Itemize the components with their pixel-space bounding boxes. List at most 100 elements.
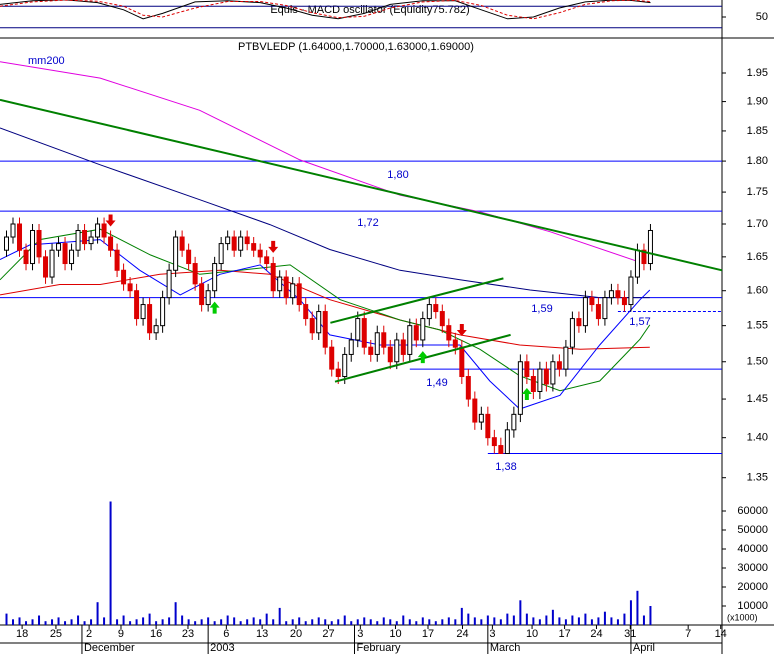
- candle-body: [387, 346, 393, 363]
- candle-body: [615, 290, 621, 299]
- candle-body: [166, 269, 172, 299]
- level-label: 1,80: [387, 169, 408, 181]
- y-tick-label: 1.60: [747, 285, 768, 297]
- candle-body: [186, 249, 192, 265]
- candle-body: [439, 311, 445, 327]
- x-tick-label: 23: [182, 628, 194, 640]
- candle-body: [504, 429, 510, 455]
- volume-bar: [441, 619, 444, 625]
- candle-body: [225, 236, 231, 245]
- x-tick-label: 14: [715, 628, 727, 640]
- volume-bar: [324, 619, 327, 625]
- volume-bar: [116, 619, 119, 625]
- volume-bar: [168, 617, 171, 625]
- candle-body: [264, 256, 270, 265]
- candle-body: [452, 339, 458, 348]
- x-tick-label: 13: [256, 628, 268, 640]
- candle-body: [608, 290, 614, 299]
- chart-title: PTBVLEDP (1.64000,1.70000,1.63000,1.6900…: [238, 41, 474, 53]
- candle-body: [192, 263, 198, 285]
- candle-body: [621, 297, 627, 306]
- line-series: [0, 127, 650, 299]
- volume-bar: [51, 619, 54, 625]
- x-tick-label: 3: [357, 628, 363, 640]
- volume-bar: [70, 619, 73, 625]
- candle-body: [173, 236, 179, 271]
- volume-bar: [467, 613, 470, 625]
- candle-body: [400, 339, 406, 355]
- candle-body: [231, 236, 237, 251]
- candle-body: [277, 276, 283, 292]
- volume-bar: [532, 617, 535, 625]
- volume-bar: [649, 606, 652, 625]
- candle-body: [238, 236, 244, 251]
- y-tick-label: 30000: [737, 562, 768, 574]
- candle-body: [628, 276, 634, 306]
- volume-bar: [278, 607, 281, 625]
- candle-body: [530, 376, 536, 392]
- candle-body: [140, 304, 146, 320]
- candle-body: [270, 263, 276, 292]
- level-label: 1,49: [426, 377, 447, 389]
- volume-bar: [226, 615, 229, 625]
- volume-bar: [18, 617, 21, 625]
- volume-bar: [103, 617, 106, 625]
- candle-body: [465, 376, 471, 400]
- line-series: [330, 277, 504, 324]
- volume-bar: [207, 617, 210, 625]
- volume-bar: [155, 621, 158, 625]
- candle-body: [296, 283, 302, 306]
- volume-bar: [304, 621, 307, 625]
- candle-body: [595, 304, 601, 320]
- month-label: December: [84, 642, 135, 654]
- candle-body: [459, 346, 465, 378]
- y-tick-label: 50: [756, 11, 768, 23]
- candle-body: [582, 297, 588, 327]
- month-label: March: [490, 642, 521, 654]
- buy-signal: [417, 351, 428, 364]
- volume-bar: [629, 600, 632, 625]
- y-tick-label: 1.75: [747, 186, 768, 198]
- candle-body: [283, 276, 289, 299]
- candle-body: [498, 445, 504, 455]
- candle-body: [394, 339, 400, 363]
- volume-bar: [493, 617, 496, 625]
- candle-body: [563, 346, 569, 370]
- volume-bar: [194, 621, 197, 625]
- candle-body: [88, 236, 94, 245]
- volume-bar: [161, 619, 164, 625]
- volume-bar: [12, 619, 15, 625]
- line-series: [0, 239, 651, 410]
- volume-bar: [389, 619, 392, 625]
- x-tick-label: 24: [456, 628, 468, 640]
- candle-body: [30, 229, 36, 265]
- volume-bar: [259, 619, 262, 625]
- candle-body: [251, 243, 257, 251]
- volume-bar: [369, 619, 372, 625]
- candle-body: [543, 368, 549, 385]
- annotation: mm200: [28, 55, 65, 67]
- volume-bar: [558, 617, 561, 625]
- volume-bar: [642, 615, 645, 625]
- volume-bar: [480, 619, 483, 625]
- x-tick-label: 17: [558, 628, 570, 640]
- candle-body: [556, 361, 562, 370]
- volume-bar: [434, 621, 437, 625]
- volume-bar: [5, 613, 8, 625]
- volume-bar: [519, 600, 522, 625]
- candle-body: [36, 229, 42, 258]
- volume-bar: [135, 619, 138, 625]
- line-series: [0, 0, 651, 20]
- candle-body: [517, 361, 523, 415]
- volume-bar: [382, 617, 385, 625]
- sell-signal: [456, 323, 467, 336]
- candle-body: [82, 229, 88, 245]
- volume-bar: [545, 615, 548, 625]
- volume-bar: [252, 617, 255, 625]
- candle-body: [290, 283, 296, 299]
- volume-bar: [220, 619, 223, 625]
- x-tick-label: 18: [16, 628, 28, 640]
- candle-body: [101, 223, 107, 238]
- volume-bar: [298, 617, 301, 625]
